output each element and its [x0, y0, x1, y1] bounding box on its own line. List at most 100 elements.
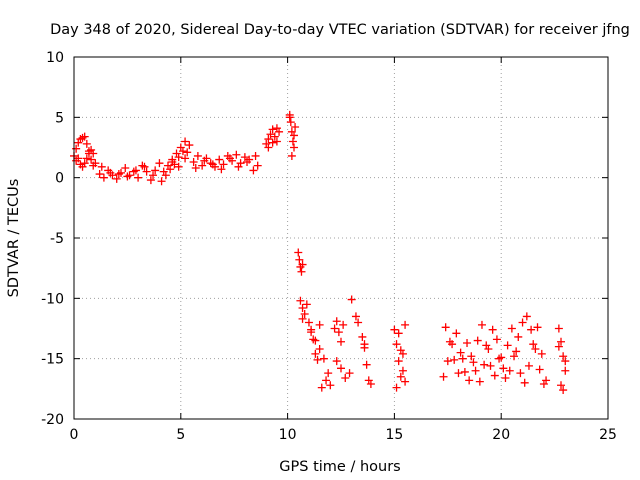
data-point [114, 170, 123, 179]
data-point [443, 357, 452, 366]
data-point [78, 133, 87, 142]
data-point [298, 260, 307, 269]
data-point [516, 369, 525, 378]
data-point [185, 141, 194, 150]
data-point [441, 323, 450, 332]
data-point [401, 320, 410, 329]
data-point [480, 360, 489, 369]
data-point [123, 172, 132, 181]
data-point [178, 147, 187, 156]
data-point [482, 341, 491, 350]
data-point [298, 303, 307, 312]
data-point [151, 166, 160, 175]
data-point [458, 354, 467, 363]
data-point [529, 340, 538, 349]
data-point [334, 328, 343, 337]
data-point [495, 354, 504, 363]
data-point [398, 349, 407, 358]
data-point [95, 170, 104, 179]
data-point [366, 380, 375, 389]
data-point [315, 345, 324, 354]
data-point [362, 360, 371, 369]
chart-title: Day 348 of 2020, Sidereal Day-to-day VTE… [50, 22, 630, 38]
data-point [129, 167, 138, 176]
data-point [176, 143, 185, 152]
data-point [134, 173, 143, 182]
data-point [467, 352, 476, 361]
y-tick-label: -10 [41, 291, 64, 307]
data-point [262, 139, 271, 148]
data-point [512, 347, 521, 356]
data-point [87, 145, 96, 154]
data-point [439, 372, 448, 381]
data-point [249, 166, 258, 175]
data-point [232, 150, 241, 159]
data-point [264, 135, 273, 144]
data-point [304, 318, 313, 327]
data-point [72, 144, 81, 153]
data-point [272, 137, 281, 146]
data-point [364, 376, 373, 385]
data-point [396, 346, 405, 355]
plot-frame [73, 56, 609, 420]
data-point [264, 143, 273, 152]
data-point [505, 366, 514, 375]
data-point [539, 380, 548, 389]
data-point [341, 373, 350, 382]
y-tick-label: -15 [41, 352, 64, 368]
data-point [97, 162, 106, 171]
data-point [82, 139, 91, 148]
data-point [520, 378, 529, 387]
data-point [522, 312, 531, 321]
data-point [234, 162, 243, 171]
data-point [477, 320, 486, 329]
data-point [559, 386, 568, 395]
data-point [198, 161, 207, 170]
data-point [324, 369, 333, 378]
data-point [454, 369, 463, 378]
data-point [535, 365, 544, 374]
data-point [347, 295, 356, 304]
axis-ticks: 0 5 10 15 20 25 -20 -15 -10 -5 0 5 10 [41, 50, 617, 443]
data-point [503, 341, 512, 350]
data-point [463, 338, 472, 347]
data-point [351, 312, 360, 321]
data-point [163, 161, 172, 170]
data-point [91, 159, 100, 168]
data-point [360, 340, 369, 349]
data-point [497, 353, 506, 362]
data-point [268, 138, 277, 147]
data-point [394, 357, 403, 366]
data-point [168, 157, 177, 166]
data-point [272, 124, 281, 133]
data-point [354, 318, 363, 327]
data-point [445, 337, 454, 346]
data-point [307, 328, 316, 337]
data-point [146, 176, 155, 185]
data-point [300, 310, 309, 319]
data-point [161, 171, 170, 180]
data-point [392, 383, 401, 392]
x-tick-label: 15 [385, 427, 403, 443]
data-point [155, 159, 164, 168]
data-point [157, 177, 166, 186]
data-point [266, 130, 275, 139]
data-point [561, 357, 570, 366]
data-point [285, 113, 294, 122]
data-point [450, 355, 459, 364]
data-point [396, 372, 405, 381]
data-point [319, 354, 328, 363]
data-point [337, 337, 345, 346]
x-tick-label: 5 [176, 427, 185, 443]
data-point [82, 154, 91, 163]
data-point [251, 151, 260, 160]
data-point [253, 161, 262, 170]
data-point [471, 366, 480, 375]
data-point [131, 166, 140, 175]
data-point [311, 349, 320, 358]
data-point [452, 329, 461, 338]
data-point [524, 361, 533, 370]
data-point [507, 324, 516, 333]
data-point [309, 335, 318, 344]
